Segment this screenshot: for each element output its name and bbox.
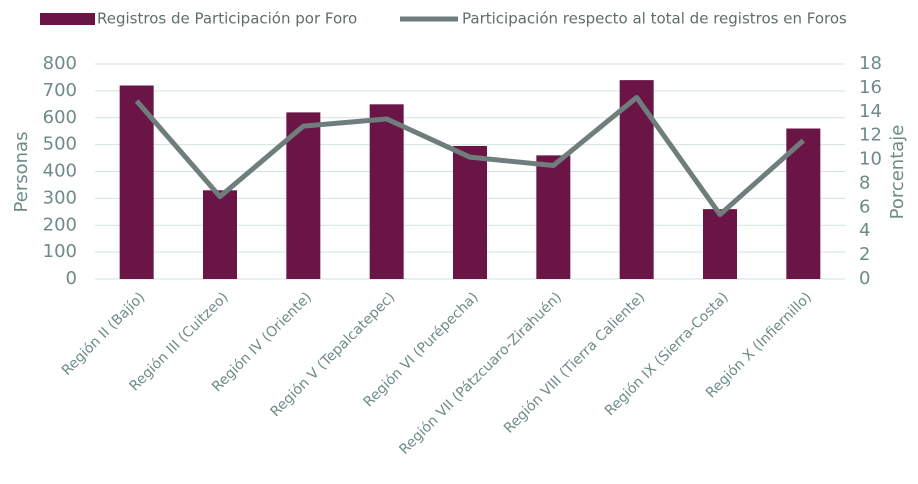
y2-tick-label: 16	[859, 77, 882, 98]
y2-tick-label: 12	[859, 125, 882, 146]
line	[134, 94, 805, 217]
y-tick-label: 0	[66, 268, 77, 289]
y2-tick-label: 4	[859, 220, 870, 241]
legend-swatch	[40, 13, 95, 25]
bar	[286, 112, 321, 279]
y-tick-label: 100	[43, 241, 77, 262]
y2-axis-title: Porcentaje	[887, 125, 908, 220]
y2-tick-label: 6	[859, 196, 870, 217]
y-axis-title: Personas	[11, 132, 32, 213]
y-tick-label: 300	[43, 187, 77, 208]
legend-label: Participación respecto al total de regis…	[462, 10, 847, 28]
y2-tick-label: 2	[859, 244, 870, 265]
y-tick-label: 800	[43, 53, 77, 74]
y-tick-label: 500	[43, 134, 77, 155]
bar	[453, 145, 487, 279]
y2-tick-label: 18	[859, 53, 882, 74]
y-tick-label: 700	[43, 80, 77, 101]
bar	[369, 104, 404, 279]
bar	[536, 155, 571, 279]
y-tick-label: 400	[43, 161, 77, 182]
x-tick-label: Región II (Bajío)	[59, 289, 148, 378]
y2-tick-label: 8	[859, 172, 870, 193]
bar	[203, 190, 237, 279]
legend-label: Registros de Participación por Foro	[97, 10, 357, 28]
y-tick-label: 600	[43, 107, 77, 128]
y2-tick-label: 0	[859, 268, 870, 289]
x-tick-label: Región VIII (Tierra Caliente)	[501, 289, 648, 436]
bar	[703, 209, 737, 279]
y2-tick-label: 14	[859, 101, 882, 122]
y2-tick-label: 10	[859, 149, 882, 170]
x-tick-label: Región VII (Pátzcuaro-Zirahuén)	[396, 289, 565, 458]
y-tick-label: 200	[43, 214, 77, 235]
